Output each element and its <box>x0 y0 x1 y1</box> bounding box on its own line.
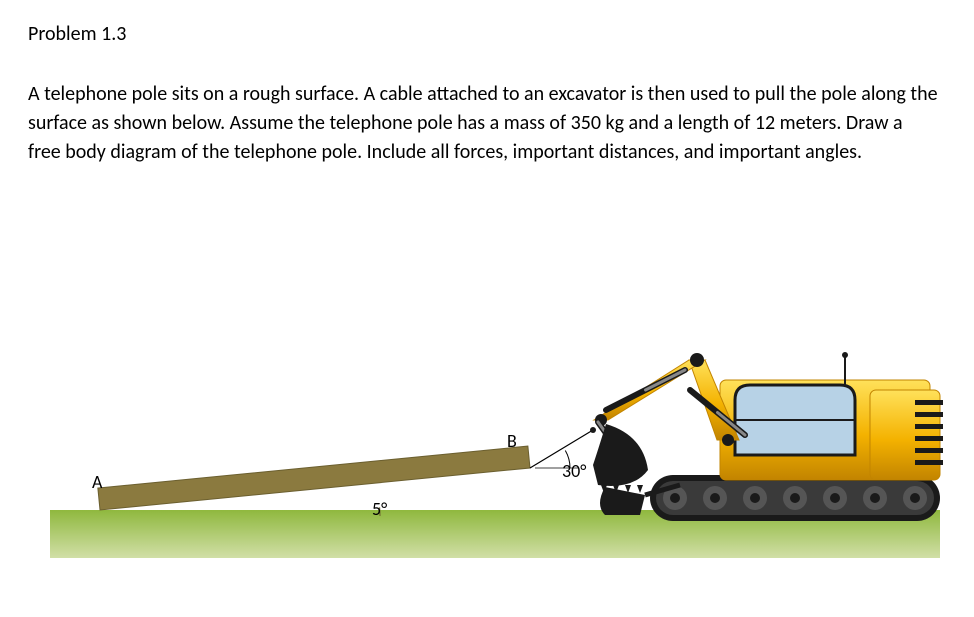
diagram-svg <box>0 230 974 610</box>
label-angle-pole: 5° <box>372 498 387 520</box>
label-angle-cable: 30° <box>562 460 586 482</box>
label-B: B <box>507 430 517 452</box>
problem-title: Problem 1.3 <box>28 22 126 46</box>
problem-diagram: A B 5° 30° <box>0 230 974 610</box>
problem-body: A telephone pole sits on a rough surface… <box>28 80 938 167</box>
label-A: A <box>92 471 102 493</box>
